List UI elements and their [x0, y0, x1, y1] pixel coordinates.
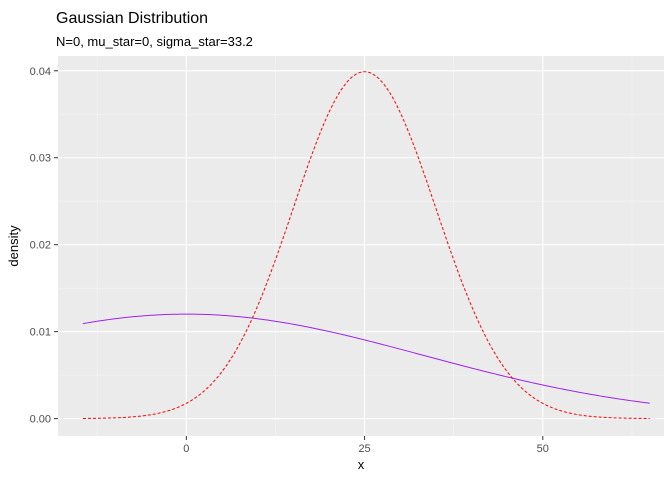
tick-labels: 0 25 50 0.00 0.01 0.02 0.03 0.04 [30, 66, 549, 455]
chart-title: Gaussian Distribution [56, 10, 208, 27]
x-tick-label: 0 [183, 443, 189, 455]
y-tick-label: 0.02 [30, 240, 51, 252]
y-tick-label: 0.04 [30, 66, 51, 78]
y-tick-label: 0.01 [30, 327, 51, 339]
series-line-1 [82, 313, 650, 404]
y-tick-label: 0.00 [30, 414, 51, 426]
series-line-2 [82, 71, 650, 419]
y-axis-title: density [6, 225, 21, 267]
x-tick-label: 25 [358, 443, 370, 455]
plot-panel [58, 56, 664, 436]
grid-major [58, 56, 664, 436]
series-layer [82, 71, 650, 419]
chart-subtitle: N=0, mu_star=0, sigma_star=33.2 [56, 34, 253, 49]
y-tick-label: 0.03 [30, 153, 51, 165]
grid-minor [58, 56, 664, 436]
axis-ticks [54, 70, 544, 440]
x-axis-title: x [358, 457, 365, 472]
x-tick-label: 50 [537, 443, 549, 455]
